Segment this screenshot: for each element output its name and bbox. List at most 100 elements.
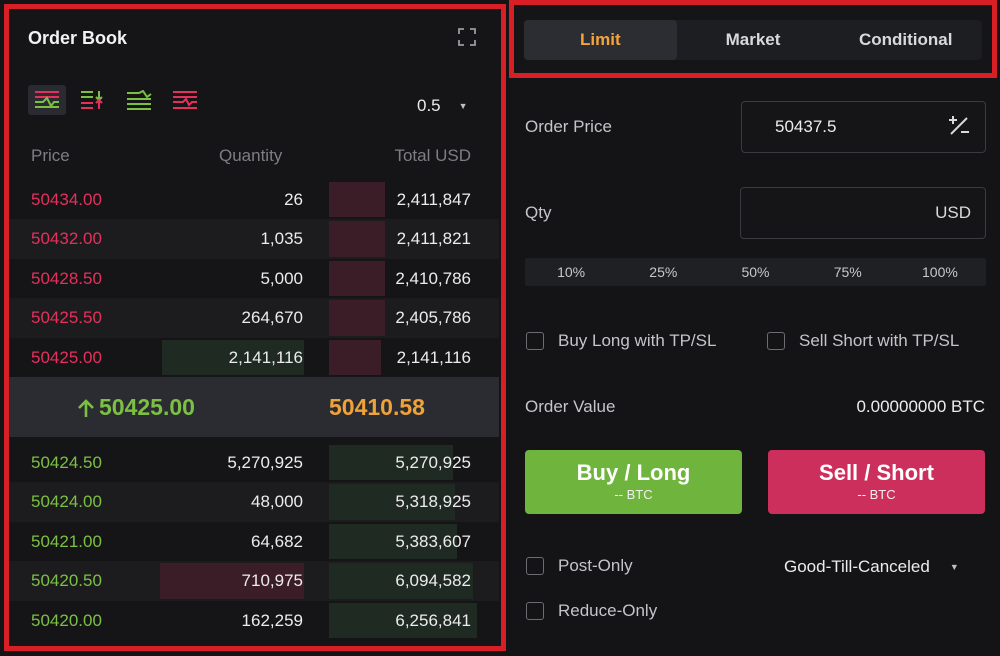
last-price-value: 50425.00 (99, 394, 195, 420)
pct-25[interactable]: 25% (649, 264, 678, 280)
ask-total: 2,411,847 (396, 190, 471, 209)
pct-50[interactable]: 50% (741, 264, 770, 280)
ask-price: 50425.50 (31, 308, 102, 328)
precision-select[interactable]: 0.5 ▼ (417, 96, 468, 116)
ask-total: 2,141,116 (396, 347, 471, 367)
tab-limit[interactable]: Limit (524, 20, 677, 60)
ask-quantity: 5,000 (260, 268, 303, 288)
bid-price: 50424.50 (31, 453, 102, 472)
expand-icon[interactable] (457, 27, 477, 47)
post-only-label: Post-Only (558, 556, 633, 575)
bid-quantity: 710,975 (241, 571, 303, 591)
quantity-header: Quantity (219, 146, 283, 165)
buy-long-label: Buy / Long (576, 460, 691, 485)
ask-price: 50432.00 (31, 229, 102, 249)
order-price-value: 50437.5 (775, 117, 837, 136)
bid-row[interactable]: 50420.50 710,975 6,094,582 (9, 561, 499, 601)
bid-row[interactable]: 50420.00 162,259 6,256,841 (9, 601, 499, 640)
checkbox-box[interactable] (526, 557, 544, 575)
total-header: Total USD (394, 146, 471, 165)
order-book-header: Price Quantity Total USD (9, 143, 499, 169)
plus-minus-icon[interactable] (947, 114, 971, 138)
percentage-slider[interactable]: 10% 25% 50% 75% 100% (525, 258, 986, 286)
ask-row[interactable]: 50425.50 264,670 2,405,786 (9, 298, 499, 338)
ask-price: 50428.50 (31, 268, 102, 288)
order-price-label: Order Price (525, 117, 612, 136)
bid-total: 6,094,582 (395, 571, 471, 591)
bid-total: 5,383,607 (395, 531, 471, 551)
ask-row[interactable]: 50425.00 2,141,116 2,141,116 (9, 338, 499, 377)
qty-unit: USD (935, 203, 971, 222)
order-value-label: Order Value (525, 397, 616, 416)
bid-price: 50421.00 (31, 531, 102, 551)
checkbox-box[interactable] (526, 602, 544, 620)
time-in-force-value: Good-Till-Canceled (784, 557, 930, 576)
buy-tpsl-checkbox[interactable]: Buy Long with TP/SL (526, 331, 716, 351)
bid-total: 6,256,841 (395, 610, 471, 630)
ask-quantity: 2,141,116 (228, 347, 303, 367)
ask-row[interactable]: 50432.00 1,035 2,411,821 (9, 219, 499, 259)
bid-row[interactable]: 50421.00 64,682 5,383,607 (9, 522, 499, 561)
bid-total: 5,318,925 (395, 492, 471, 512)
last-price: 50425.00 (77, 394, 195, 421)
precision-value: 0.5 (417, 96, 441, 115)
view-mode-toggles (28, 85, 204, 115)
bids-only-icon[interactable] (120, 85, 158, 115)
order-type-tabs: Limit Market Conditional (524, 20, 982, 60)
order-price-field[interactable]: 50437.5 (741, 101, 986, 153)
spread-bar: 50425.00 50410.58 (9, 377, 499, 437)
ask-quantity: 26 (284, 190, 303, 209)
reduce-only-label: Reduce-Only (558, 601, 658, 620)
checkbox-box[interactable] (526, 332, 544, 350)
reduce-only-checkbox[interactable]: Reduce-Only (526, 601, 657, 621)
checkbox-box[interactable] (767, 332, 785, 350)
bid-quantity: 48,000 (251, 492, 303, 512)
bid-quantity: 64,682 (251, 531, 303, 551)
tab-conditional[interactable]: Conditional (858, 30, 953, 49)
order-value: 0.00000000 BTC (856, 397, 985, 416)
ask-total: 2,405,786 (395, 308, 471, 328)
ask-row[interactable]: 50434.00 26 2,411,847 (9, 180, 499, 219)
ask-quantity: 1,035 (260, 229, 303, 249)
ask-quantity: 264,670 (241, 308, 303, 328)
bid-price: 50420.00 (31, 610, 102, 630)
tab-market[interactable]: Market (725, 30, 781, 49)
post-only-checkbox[interactable]: Post-Only (526, 556, 633, 576)
pct-10[interactable]: 10% (557, 264, 586, 280)
asks-only-icon[interactable] (166, 85, 204, 115)
time-in-force-select[interactable]: Good-Till-Canceled ▼ (784, 557, 959, 577)
arrow-up-icon (78, 398, 94, 417)
pct-100[interactable]: 100% (922, 264, 958, 280)
bid-quantity: 5,270,925 (227, 453, 303, 472)
qty-label: Qty (525, 203, 552, 222)
buy-tpsl-label: Buy Long with TP/SL (558, 331, 717, 350)
both-sides-icon[interactable] (28, 85, 66, 115)
bid-price: 50420.50 (31, 571, 102, 591)
mark-price: 50410.58 (329, 394, 425, 420)
order-type-tabs-panel: Limit Market Conditional (509, 0, 997, 78)
order-book-title: Order Book (28, 28, 128, 48)
sell-short-button[interactable]: Sell / Short -- BTC (768, 450, 985, 514)
buy-long-button[interactable]: Buy / Long -- BTC (525, 450, 742, 514)
ask-price: 50425.00 (31, 347, 102, 367)
bids-list: 50424.50 5,270,925 5,270,925 50424.00 48… (9, 443, 499, 640)
bid-total: 5,270,925 (395, 453, 471, 472)
chevron-down-icon: ▼ (949, 562, 959, 572)
buy-long-sub: -- BTC (614, 487, 653, 502)
pct-75[interactable]: 75% (833, 264, 862, 280)
chevron-down-icon: ▼ (458, 101, 468, 111)
bid-row[interactable]: 50424.50 5,270,925 5,270,925 (9, 443, 499, 482)
order-book-panel: Order Book (4, 4, 506, 651)
ask-row[interactable]: 50428.50 5,000 2,410,786 (9, 259, 499, 298)
ask-total: 2,410,786 (395, 268, 471, 288)
split-view-icon[interactable] (74, 85, 112, 115)
sell-tpsl-checkbox[interactable]: Sell Short with TP/SL (767, 331, 959, 351)
ask-price: 50434.00 (31, 190, 102, 209)
bid-price: 50424.00 (31, 492, 102, 512)
qty-field[interactable]: USD (740, 187, 986, 239)
bid-row[interactable]: 50424.00 48,000 5,318,925 (9, 482, 499, 522)
asks-list: 50434.00 26 2,411,847 50432.00 1,035 2,4… (9, 180, 499, 377)
sell-short-sub: -- BTC (857, 487, 896, 502)
ask-total: 2,411,821 (396, 229, 471, 249)
bid-quantity: 162,259 (241, 610, 303, 630)
